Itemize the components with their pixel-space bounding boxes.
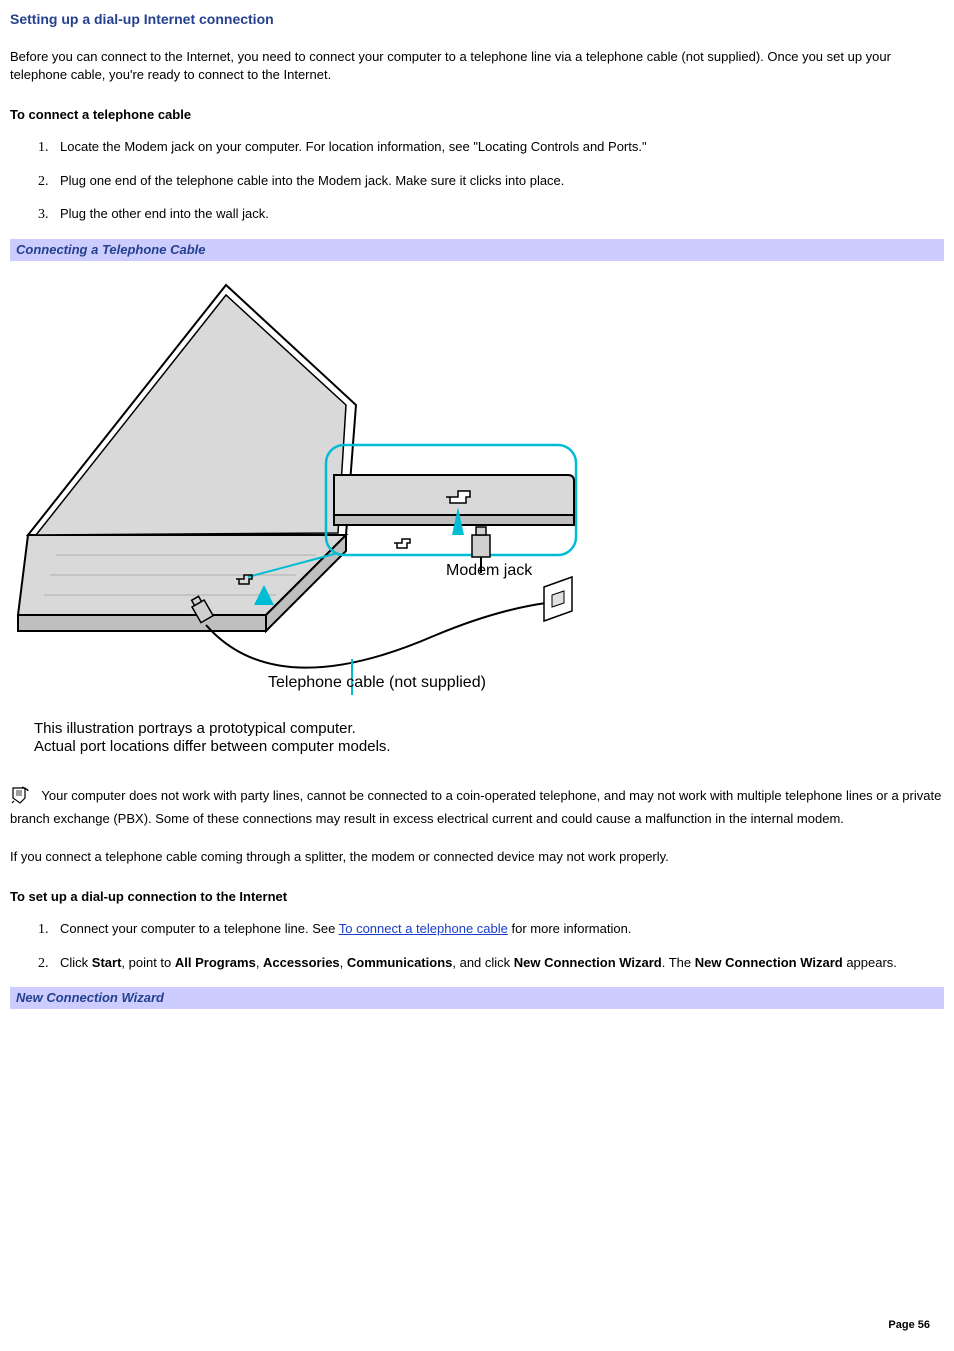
link-connect-cable[interactable]: To connect a telephone cable (339, 921, 508, 936)
step-text: Connect your computer to a telephone lin… (60, 921, 631, 936)
bold-allprograms: All Programs (175, 955, 256, 970)
step1-suffix: for more information. (508, 921, 632, 936)
list-item: Plug the other end into the wall jack. (52, 205, 944, 225)
dialup-steps-list: Connect your computer to a telephone lin… (10, 920, 944, 973)
t: Click (60, 955, 92, 970)
list-item: Plug one end of the telephone cable into… (52, 172, 944, 192)
t: , (340, 955, 347, 970)
figure-disclaimer-2: Actual port locations differ between com… (34, 738, 391, 755)
list-item: Click Start, point to All Programs, Acce… (52, 954, 944, 974)
step-text: Plug the other end into the wall jack. (60, 206, 269, 221)
t: , and click (452, 955, 513, 970)
step1-prefix: Connect your computer to a telephone lin… (60, 921, 339, 936)
list-item: Connect your computer to a telephone lin… (52, 920, 944, 940)
bold-communications: Communications (347, 955, 452, 970)
bold-newconn: New Connection Wizard (514, 955, 662, 970)
bold-accessories: Accessories (263, 955, 340, 970)
page-number: Page 56 (888, 1318, 930, 1333)
step-text: Locate the Modem jack on your computer. … (60, 139, 647, 154)
note-paragraph-1: Your computer does not work with party l… (10, 786, 944, 827)
step-text: Click Start, point to All Programs, Acce… (60, 955, 897, 970)
t: appears. (843, 955, 897, 970)
section-cable-heading: To connect a telephone cable (10, 106, 944, 124)
step-text: Plug one end of the telephone cable into… (60, 173, 564, 188)
cable-steps-list: Locate the Modem jack on your computer. … (10, 138, 944, 225)
note-icon (10, 786, 30, 809)
t: . The (662, 955, 695, 970)
figure-wizard-caption: New Connection Wizard (10, 987, 944, 1009)
section-dialup-heading: To set up a dial-up connection to the In… (10, 888, 944, 906)
note-paragraph-2: If you connect a telephone cable coming … (10, 848, 944, 866)
bold-start: Start (92, 955, 122, 970)
figure-cable-caption: Connecting a Telephone Cable (10, 239, 944, 261)
intro-paragraph: Before you can connect to the Internet, … (10, 48, 944, 84)
page-title: Setting up a dial-up Internet connection (10, 10, 944, 30)
bold-newconn2: New Connection Wizard (695, 955, 843, 970)
note-text-1: Your computer does not work with party l… (10, 788, 941, 825)
label-telephone-cable: Telephone cable (not supplied) (268, 674, 486, 691)
list-item: Locate the Modem jack on your computer. … (52, 138, 944, 158)
label-modem-jack: Modem jack (446, 562, 533, 579)
t: , point to (121, 955, 174, 970)
figure-disclaimer-1: This illustration portrays a prototypica… (34, 720, 356, 737)
figure-cable-diagram: Modem jack Telephone cable (not supplied… (16, 275, 944, 760)
t: , (256, 955, 263, 970)
